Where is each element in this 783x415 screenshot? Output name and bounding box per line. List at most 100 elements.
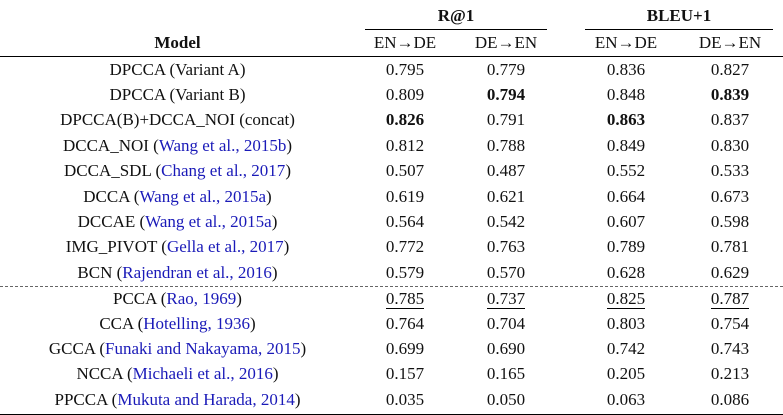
subcol-bleu-ende: EN→DE [594, 33, 658, 52]
model-cell: DPCCA(B)+DCCA_NOI (concat) [0, 110, 355, 130]
value-cell: 0.737 [486, 288, 526, 309]
model-cell: DCCA_SDL (Chang et al., 2017) [64, 161, 291, 181]
model-cell: DCCA (Wang et al., 2015a) [83, 186, 272, 206]
value-cell: 0.213 [710, 364, 750, 384]
group-header-r1: R@1 [365, 6, 547, 30]
column-header-row: Model EN→DE DE→EN EN→DE DE→EN [0, 30, 783, 57]
value-cell: 0.086 [710, 389, 750, 409]
value-cell: 0.743 [710, 338, 750, 358]
value-cell: 0.619 [385, 186, 425, 206]
value-cell: 0.788 [486, 135, 526, 155]
value-cell: 0.050 [486, 389, 526, 409]
value-cell: 0.157 [385, 364, 425, 384]
citation-link[interactable]: Wang et al., 2015a [145, 212, 272, 232]
value-cell: 0.785 [385, 288, 425, 309]
value-cell: 0.607 [606, 212, 646, 232]
table-row: IMG_PIVOT (Gella et al., 2017) 0.772 0.7… [0, 235, 783, 260]
model-cell: IMG_PIVOT (Gella et al., 2017) [65, 237, 290, 257]
value-cell: 0.507 [385, 161, 425, 181]
citation-link[interactable]: Hotelling, 1936 [143, 313, 250, 333]
model-name: CCA ( [99, 313, 144, 333]
model-cell: NCCA (Michaeli et al., 2016) [76, 364, 279, 384]
model-name: GCCA ( [48, 338, 106, 358]
value-cell: 0.827 [710, 59, 750, 79]
value-cell: 0.629 [710, 262, 750, 282]
table-row: CCA (Hotelling, 1936) 0.764 0.704 0.803 … [0, 311, 783, 336]
value-cell: 0.789 [606, 237, 646, 257]
model-cell: PPCCA (Mukuta and Harada, 2014) [54, 389, 301, 409]
citation-link[interactable]: Rajendran et al., 2016 [122, 262, 272, 282]
value-cell: 0.779 [486, 59, 526, 79]
value-cell: 0.533 [710, 161, 750, 181]
subcol-r1-ende: EN→DE [373, 33, 437, 52]
value-cell: 0.628 [606, 262, 646, 282]
value-cell: 0.579 [385, 262, 425, 282]
table-row: GCCA (Funaki and Nakayama, 2015) 0.699 0… [0, 336, 783, 361]
model-cell: BCN (Rajendran et al., 2016) [77, 262, 278, 282]
model-cell: DPCCA (Variant B) [0, 85, 355, 105]
value-cell: 0.621 [486, 186, 526, 206]
table-row: DCCA (Wang et al., 2015a) 0.619 0.621 0.… [0, 184, 783, 209]
model-cell: DCCAE (Wang et al., 2015a) [77, 212, 278, 232]
model-name: DPCCA(B)+DCCA_NOI (concat) [60, 110, 295, 130]
table-row: DCCA_NOI (Wang et al., 2015b) 0.812 0.78… [0, 133, 783, 158]
value-cell: 0.742 [606, 338, 646, 358]
model-cell: PCCA (Rao, 1969) [113, 288, 242, 308]
citation-link[interactable]: Chang et al., 2017 [161, 161, 286, 181]
model-name: PCCA ( [113, 288, 167, 308]
model-name: DPCCA (Variant B) [109, 85, 246, 105]
value-cell: 0.564 [385, 212, 425, 232]
model-name: DCCA_NOI ( [62, 135, 159, 155]
value-cell: 0.552 [606, 161, 646, 181]
value-cell: 0.035 [385, 389, 425, 409]
value-cell: 0.764 [385, 313, 425, 333]
citation-link[interactable]: Rao, 1969 [166, 288, 237, 308]
table-row: DCCA_SDL (Chang et al., 2017) 0.507 0.48… [0, 159, 783, 184]
citation-link[interactable]: Mukuta and Harada, 2014 [117, 389, 295, 409]
table-row: PPCCA (Mukuta and Harada, 2014) 0.035 0.… [0, 387, 783, 412]
citation-link[interactable]: Funaki and Nakayama, 2015 [105, 338, 301, 358]
value-cell: 0.570 [486, 262, 526, 282]
value-cell: 0.830 [710, 135, 750, 155]
model-name: IMG_PIVOT ( [65, 237, 167, 257]
value-cell: 0.787 [710, 288, 750, 309]
model-name: NCCA ( [76, 364, 133, 384]
value-cell: 0.598 [710, 212, 750, 232]
value-cell: 0.837 [710, 110, 750, 130]
subcol-r1-deen: DE→EN [474, 33, 538, 52]
model-name: BCN ( [77, 262, 123, 282]
model-name: DCCA ( [83, 186, 140, 206]
value-cell: 0.826 [385, 110, 425, 130]
value-cell: 0.664 [606, 186, 646, 206]
table-row: BCN (Rajendran et al., 2016) 0.579 0.570… [0, 260, 783, 285]
value-cell: 0.836 [606, 59, 646, 79]
value-cell: 0.542 [486, 212, 526, 232]
value-cell: 0.794 [486, 85, 526, 105]
citation-link[interactable]: Wang et al., 2015b [158, 135, 287, 155]
citation-link[interactable]: Michaeli et al., 2016 [132, 364, 273, 384]
value-cell: 0.803 [606, 313, 646, 333]
table-row: NCCA (Michaeli et al., 2016) 0.157 0.165… [0, 362, 783, 387]
value-cell: 0.754 [710, 313, 750, 333]
model-name: DPCCA (Variant A) [109, 59, 246, 79]
model-cell: DCCA_NOI (Wang et al., 2015b) [62, 135, 293, 155]
value-cell: 0.704 [486, 313, 526, 333]
model-name: PPCCA ( [54, 389, 118, 409]
citation-link[interactable]: Gella et al., 2017 [166, 237, 284, 257]
value-cell: 0.809 [385, 85, 425, 105]
value-cell: 0.825 [606, 288, 646, 309]
table-row: DPCCA (Variant A) 0.795 0.779 0.836 0.82… [0, 57, 783, 82]
value-cell: 0.205 [606, 364, 646, 384]
model-cell: CCA (Hotelling, 1936) [99, 313, 256, 333]
table-row: DPCCA (Variant B) 0.809 0.794 0.848 0.83… [0, 82, 783, 107]
value-cell: 0.791 [486, 110, 526, 130]
value-cell: 0.063 [606, 389, 646, 409]
value-cell: 0.848 [606, 85, 646, 105]
model-name: DCCA_SDL ( [64, 161, 162, 181]
value-cell: 0.772 [385, 237, 425, 257]
value-cell: 0.781 [710, 237, 750, 257]
citation-link[interactable]: Wang et al., 2015a [139, 186, 267, 206]
value-cell: 0.763 [486, 237, 526, 257]
value-cell: 0.699 [385, 338, 425, 358]
